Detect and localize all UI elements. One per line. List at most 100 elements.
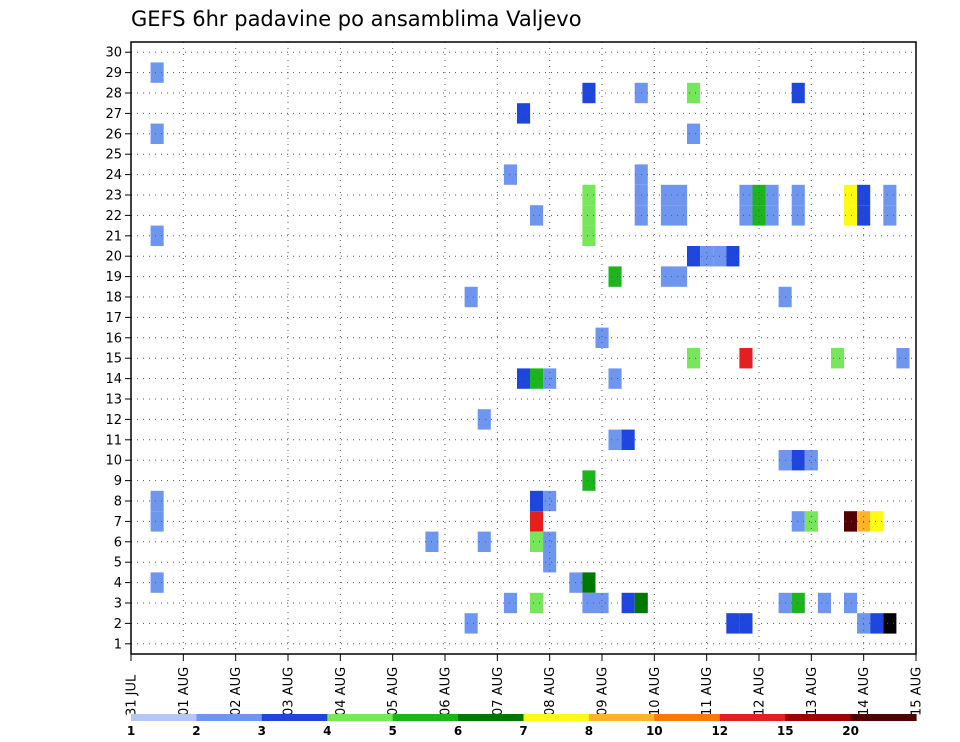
data-cell (582, 205, 596, 226)
data-cell (582, 470, 596, 491)
colorbar-swatch (196, 714, 263, 721)
data-cell (674, 184, 688, 206)
colorbar-label: 1 (127, 724, 135, 738)
x-axis: 31 JUL 01 AUG 02 AUG 03 AUG 04 AUG 05 AUG 06 A… (125, 654, 925, 716)
data-cell (530, 490, 544, 512)
data-cell (752, 184, 766, 206)
y-tick-label: 26 (105, 127, 122, 142)
colorbar-legend: 1 2 3 4 5 6 7 8 10 12 15 20 (127, 714, 917, 738)
data-cell (791, 450, 805, 471)
data-cell (817, 592, 831, 614)
y-tick-label: 7 (114, 515, 122, 530)
data-cell (582, 184, 596, 206)
data-cell (503, 592, 517, 614)
y-tick-label: 5 (114, 556, 122, 571)
y-tick-label: 4 (114, 576, 122, 591)
colorbar-swatch (850, 714, 917, 721)
data-cell (595, 327, 609, 348)
y-tick-label: 16 (105, 331, 122, 346)
y-tick-label: 9 (114, 474, 122, 489)
data-cell (150, 225, 164, 246)
data-cell (791, 592, 805, 614)
colorbar-label: 4 (323, 724, 331, 738)
data-cell (739, 205, 753, 226)
y-tick-label: 1 (114, 637, 122, 652)
data-cell (726, 246, 740, 267)
data-cell (831, 348, 845, 369)
data-cell (739, 613, 753, 634)
data-cell (804, 450, 818, 471)
colorbar-swatch (458, 714, 525, 721)
data-cell (674, 266, 688, 287)
x-tick-label: 12 AUG (753, 667, 768, 716)
data-cell (896, 348, 910, 369)
data-cell (883, 184, 897, 206)
colorbar-swatch (131, 714, 197, 721)
colorbar-swatch (261, 714, 328, 721)
data-cell (791, 82, 805, 104)
data-cell (752, 205, 766, 226)
x-tick-label: 10 AUG (648, 667, 663, 716)
data-cell (530, 592, 544, 614)
y-tick-label: 14 (105, 372, 122, 387)
colorbar-swatch (523, 714, 590, 721)
data-cell (700, 246, 714, 267)
data-cell (582, 592, 596, 614)
data-cell (543, 552, 557, 573)
x-tick-label: 05 AUG (386, 667, 401, 716)
data-cell (883, 613, 897, 634)
y-tick-label: 21 (105, 229, 122, 244)
x-tick-label: 02 AUG (229, 667, 244, 716)
x-tick-label: 07 AUG (491, 667, 506, 716)
data-cell (739, 348, 753, 369)
data-cell (621, 429, 635, 450)
y-tick-label: 30 (105, 46, 122, 61)
data-cell (150, 572, 164, 593)
y-tick-label: 19 (105, 270, 122, 285)
data-cell (543, 490, 557, 512)
data-cell (844, 184, 858, 206)
y-tick-label: 6 (114, 535, 122, 550)
x-tick-label: 09 AUG (596, 667, 611, 716)
data-cell (608, 429, 622, 450)
data-cell (595, 592, 609, 614)
data-cell (687, 123, 701, 144)
x-tick-label: 03 AUG (282, 667, 297, 716)
y-tick-label: 15 (105, 352, 122, 367)
data-cell (530, 531, 544, 552)
x-tick-label: 13 AUG (805, 667, 820, 716)
data-cell (687, 246, 701, 267)
data-cell (582, 225, 596, 246)
y-tick-label: 22 (105, 209, 122, 224)
y-tick-label: 23 (105, 189, 122, 204)
data-cell (464, 613, 478, 634)
colorbar-label: 12 (711, 724, 728, 738)
data-cell (883, 205, 897, 226)
colorbar-label: 15 (777, 724, 794, 738)
data-cells (150, 62, 910, 634)
chart-title: GEFS 6hr padavine po ansamblima Valjevo (131, 7, 582, 31)
data-cell (543, 531, 557, 552)
data-cell (726, 613, 740, 634)
x-tick-label: 04 AUG (334, 667, 349, 716)
data-cell (530, 368, 544, 389)
colorbar-label: 6 (454, 724, 462, 738)
y-tick-label: 3 (114, 597, 122, 612)
data-cell (477, 531, 491, 552)
y-tick-label: 24 (105, 168, 122, 183)
colorbar-swatch (392, 714, 459, 721)
data-cell (844, 592, 858, 614)
plot-frame (130, 41, 917, 655)
colorbar-swatch (654, 714, 721, 721)
colorbar-swatch (785, 714, 852, 721)
data-cell (791, 205, 805, 226)
data-cell (582, 572, 596, 593)
y-tick-label: 28 (105, 87, 122, 102)
data-cell (791, 511, 805, 532)
data-cell (150, 123, 164, 144)
colorbar-label: 7 (519, 724, 527, 738)
data-cell (660, 205, 674, 226)
data-cell (674, 205, 688, 226)
data-cell (791, 184, 805, 206)
